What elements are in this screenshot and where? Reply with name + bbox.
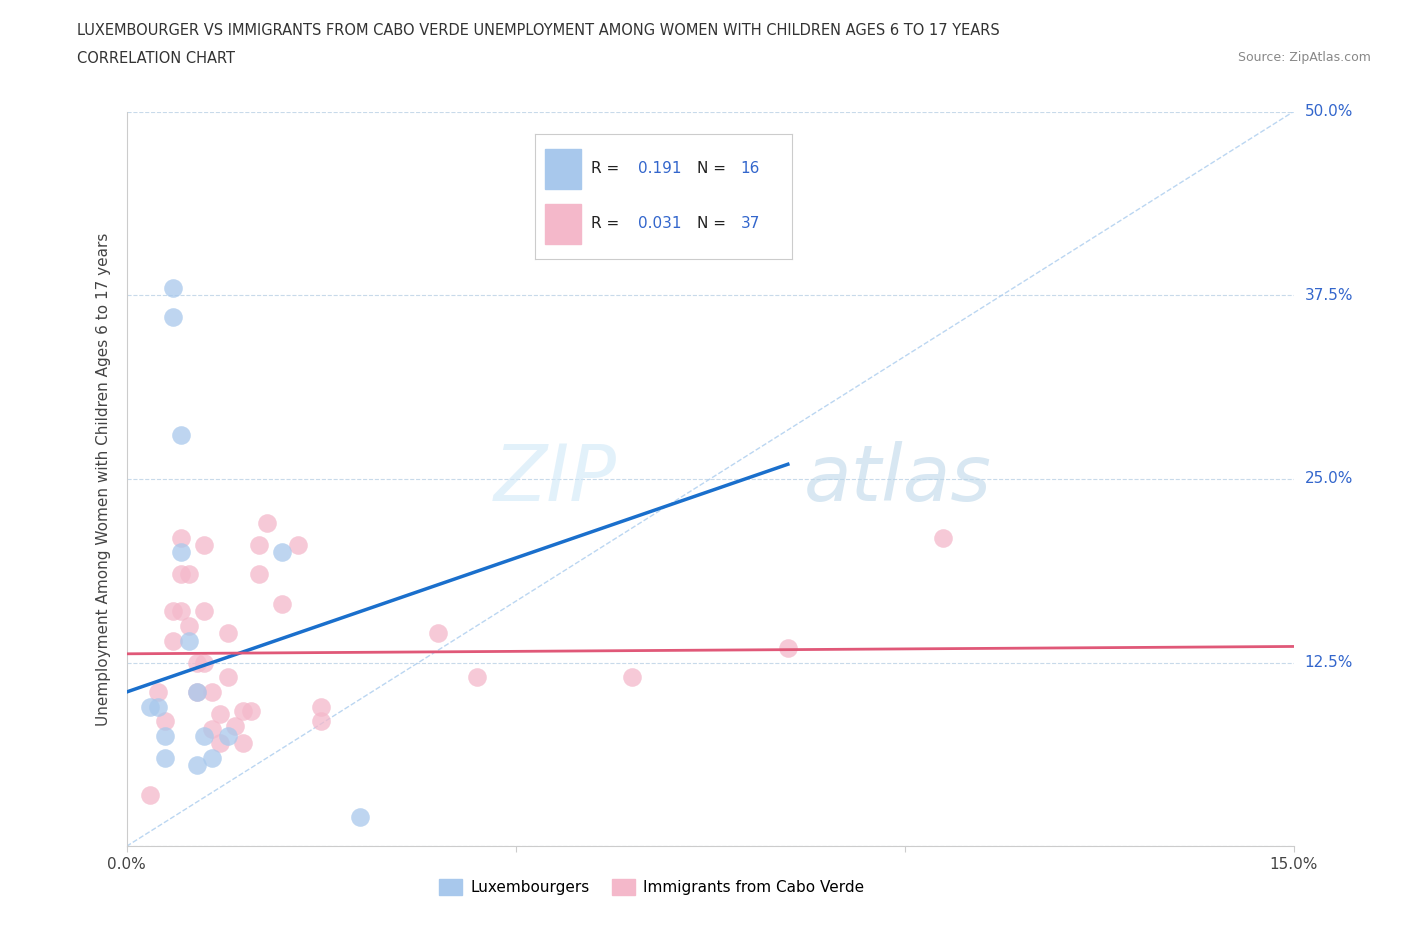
Point xyxy=(193,604,215,618)
Point xyxy=(162,633,184,648)
Point xyxy=(287,538,309,552)
Point xyxy=(224,718,246,733)
Point xyxy=(139,788,162,803)
Point xyxy=(193,656,215,671)
Point xyxy=(146,699,169,714)
Point xyxy=(155,751,177,765)
Point xyxy=(247,567,270,582)
Legend: Luxembourgers, Immigrants from Cabo Verde: Luxembourgers, Immigrants from Cabo Verd… xyxy=(433,873,870,901)
Point xyxy=(208,736,231,751)
Point xyxy=(170,604,193,618)
Point xyxy=(271,596,294,611)
Point xyxy=(232,704,254,719)
Text: 12.5%: 12.5% xyxy=(1305,655,1353,671)
Point xyxy=(177,618,200,633)
Point xyxy=(162,604,184,618)
Point xyxy=(186,684,208,699)
Point xyxy=(186,758,208,773)
Point xyxy=(170,567,193,582)
Point xyxy=(193,538,215,552)
Point xyxy=(201,684,224,699)
Text: atlas: atlas xyxy=(803,441,991,517)
Point xyxy=(309,699,332,714)
Point xyxy=(217,670,239,684)
Text: 50.0%: 50.0% xyxy=(1305,104,1353,119)
Point xyxy=(170,530,193,545)
Point xyxy=(426,626,449,641)
Point xyxy=(932,530,955,545)
Point xyxy=(309,714,332,729)
Text: ZIP: ZIP xyxy=(494,441,617,517)
Y-axis label: Unemployment Among Women with Children Ages 6 to 17 years: Unemployment Among Women with Children A… xyxy=(96,232,111,725)
Point xyxy=(170,428,193,443)
Text: 25.0%: 25.0% xyxy=(1305,472,1353,486)
Point xyxy=(208,707,231,722)
Point xyxy=(139,699,162,714)
Text: Source: ZipAtlas.com: Source: ZipAtlas.com xyxy=(1237,51,1371,64)
Point xyxy=(201,722,224,737)
Point xyxy=(186,656,208,671)
Text: LUXEMBOURGER VS IMMIGRANTS FROM CABO VERDE UNEMPLOYMENT AMONG WOMEN WITH CHILDRE: LUXEMBOURGER VS IMMIGRANTS FROM CABO VER… xyxy=(77,23,1000,38)
Point xyxy=(465,670,488,684)
Point xyxy=(155,729,177,744)
Point xyxy=(146,684,169,699)
Text: 37.5%: 37.5% xyxy=(1305,287,1353,303)
Point xyxy=(232,736,254,751)
Point xyxy=(177,567,200,582)
Point xyxy=(240,704,263,719)
Point xyxy=(256,515,278,530)
Point xyxy=(162,281,184,296)
Point xyxy=(201,751,224,765)
Point xyxy=(621,670,644,684)
Point xyxy=(247,538,270,552)
Point xyxy=(349,809,371,824)
Point xyxy=(217,729,239,744)
Point xyxy=(186,684,208,699)
Point xyxy=(217,626,239,641)
Point xyxy=(170,545,193,560)
Point xyxy=(776,641,799,656)
Text: CORRELATION CHART: CORRELATION CHART xyxy=(77,51,235,66)
Point xyxy=(177,633,200,648)
Point xyxy=(193,729,215,744)
Point xyxy=(162,310,184,325)
Point xyxy=(155,714,177,729)
Point xyxy=(271,545,294,560)
